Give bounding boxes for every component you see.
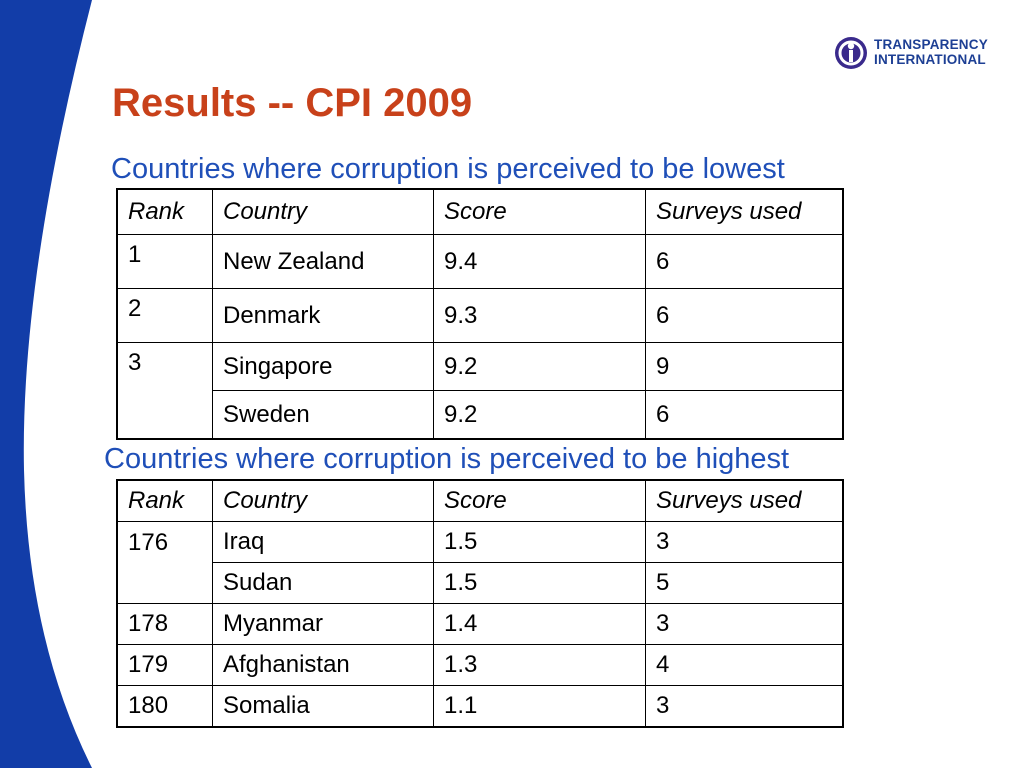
- lowest-corruption-table: Rank Country Score Surveys used 1 New Ze…: [116, 188, 844, 440]
- logo-line-2: INTERNATIONAL: [874, 52, 986, 67]
- surveys-cell: 3: [645, 603, 844, 645]
- table-row: 2 Denmark 9.3 6: [116, 288, 844, 343]
- score-cell: 1.3: [433, 644, 646, 686]
- table-header-row: Rank Country Score Surveys used: [116, 479, 844, 522]
- logo-line-1: TRANSPARENCY: [874, 37, 988, 52]
- surveys-cell: 3: [645, 685, 844, 728]
- column-header-surveys-used: Surveys used: [645, 479, 844, 522]
- table-row: 3 Singapore 9.2 9: [116, 342, 844, 440]
- table-row: 1 New Zealand 9.4 6: [116, 234, 844, 289]
- rank-cell: 3: [116, 342, 213, 440]
- country-cell: Iraq: [212, 521, 434, 563]
- highest-corruption-table: Rank Country Score Surveys used 176 Iraq…: [116, 479, 844, 728]
- rank-cell: 1: [116, 234, 213, 289]
- country-cell: Singapore: [212, 342, 434, 391]
- score-cell: 9.2: [433, 390, 646, 440]
- table-header-row: Rank Country Score Surveys used: [116, 188, 844, 235]
- table-row: 180 Somalia 1.1 3: [116, 685, 844, 728]
- surveys-cell: 3: [645, 521, 844, 563]
- column-header-rank: Rank: [116, 188, 213, 235]
- column-header-score: Score: [433, 479, 646, 522]
- table-row: Sweden 9.2 6: [117, 390, 844, 440]
- score-cell: 9.2: [433, 342, 646, 391]
- rank-cell: 180: [116, 685, 213, 728]
- score-cell: 9.4: [433, 234, 646, 289]
- score-cell: 1.5: [433, 562, 646, 604]
- rank-cell: 176: [116, 521, 213, 604]
- country-cell: Denmark: [212, 288, 434, 343]
- surveys-cell: 5: [645, 562, 844, 604]
- country-cell: New Zealand: [212, 234, 434, 289]
- table-row: Sudan 1.5 5: [117, 562, 844, 604]
- surveys-cell: 9: [645, 342, 844, 391]
- country-cell: Sweden: [212, 390, 434, 440]
- page-title: Results -- CPI 2009: [112, 81, 473, 125]
- rank-cell: 2: [116, 288, 213, 343]
- country-cell: Sudan: [212, 562, 434, 604]
- column-header-score: Score: [433, 188, 646, 235]
- column-header-surveys-used: Surveys used: [645, 188, 844, 235]
- table-row: 178 Myanmar 1.4 3: [116, 603, 844, 645]
- country-cell: Myanmar: [212, 603, 434, 645]
- country-cell: Somalia: [212, 685, 434, 728]
- decorative-blue-arc: [0, 0, 92, 768]
- rank-cell: 179: [116, 644, 213, 686]
- column-header-rank: Rank: [116, 479, 213, 522]
- column-header-country: Country: [212, 188, 434, 235]
- lowest-heading: Countries where corruption is perceived …: [111, 153, 785, 185]
- highest-heading: Countries where corruption is perceived …: [104, 443, 790, 475]
- score-cell: 1.1: [433, 685, 646, 728]
- surveys-cell: 4: [645, 644, 844, 686]
- surveys-cell: 6: [645, 234, 844, 289]
- score-cell: 1.4: [433, 603, 646, 645]
- score-cell: 1.5: [433, 521, 646, 563]
- surveys-cell: 6: [645, 288, 844, 343]
- country-cell: Afghanistan: [212, 644, 434, 686]
- ti-logo-icon: [835, 37, 867, 69]
- column-header-country: Country: [212, 479, 434, 522]
- rank-cell: 178: [116, 603, 213, 645]
- table-row: 179 Afghanistan 1.3 4: [116, 644, 844, 686]
- surveys-cell: 6: [645, 390, 844, 440]
- score-cell: 9.3: [433, 288, 646, 343]
- table-row: 176 Iraq 1.5 3: [116, 521, 844, 604]
- transparency-international-logo: TRANSPARENCY INTERNATIONAL: [834, 34, 1004, 72]
